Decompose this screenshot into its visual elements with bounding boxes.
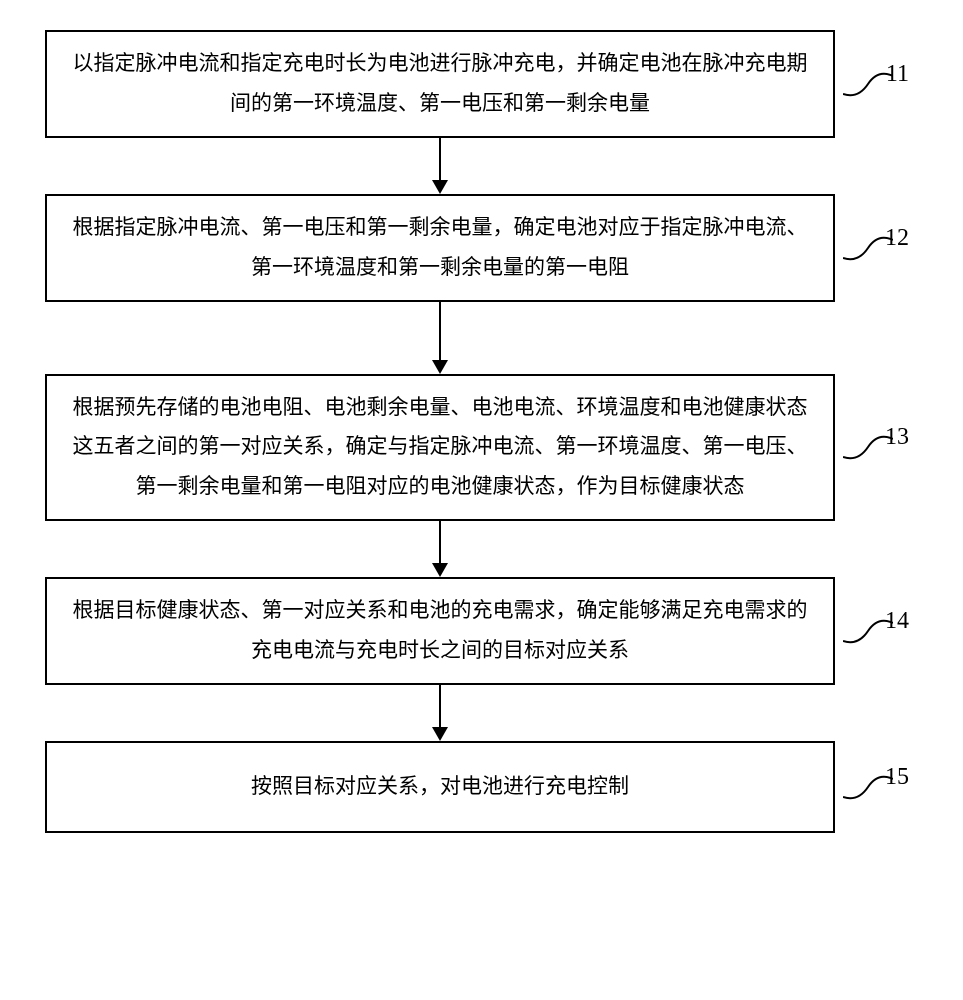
step-text: 按照目标对应关系，对电池进行充电控制 <box>251 767 629 807</box>
step-box: 根据目标健康状态、第一对应关系和电池的充电需求，确定能够满足充电需求的充电电流与… <box>45 577 835 685</box>
step-box: 根据预先存储的电池电阻、电池剩余电量、电池电流、环境温度和电池健康状态这五者之间… <box>45 374 835 522</box>
flowchart-container: 以指定脉冲电流和指定充电时长为电池进行脉冲充电，并确定电池在脉冲充电期间的第一环… <box>45 30 915 833</box>
step-text: 根据指定脉冲电流、第一电压和第一剩余电量，确定电池对应于指定脉冲电流、第一环境温… <box>67 208 813 288</box>
step-label: 11 <box>886 52 909 98</box>
flow-arrow <box>45 302 835 374</box>
step-box: 根据指定脉冲电流、第一电压和第一剩余电量，确定电池对应于指定脉冲电流、第一环境温… <box>45 194 835 302</box>
flow-arrow <box>45 685 835 741</box>
step-box: 以指定脉冲电流和指定充电时长为电池进行脉冲充电，并确定电池在脉冲充电期间的第一环… <box>45 30 835 138</box>
step-text: 根据预先存储的电池电阻、电池剩余电量、电池电流、环境温度和电池健康状态这五者之间… <box>67 388 813 508</box>
step-label: 15 <box>885 755 909 801</box>
step-label: 13 <box>885 415 909 461</box>
step-text: 根据目标健康状态、第一对应关系和电池的充电需求，确定能够满足充电需求的充电电流与… <box>67 591 813 671</box>
flow-arrow <box>45 138 835 194</box>
step-label: 12 <box>885 216 909 262</box>
step-box: 按照目标对应关系，对电池进行充电控制 15 <box>45 741 835 833</box>
step-text: 以指定脉冲电流和指定充电时长为电池进行脉冲充电，并确定电池在脉冲充电期间的第一环… <box>67 44 813 124</box>
step-label: 14 <box>885 599 909 645</box>
flow-arrow <box>45 521 835 577</box>
